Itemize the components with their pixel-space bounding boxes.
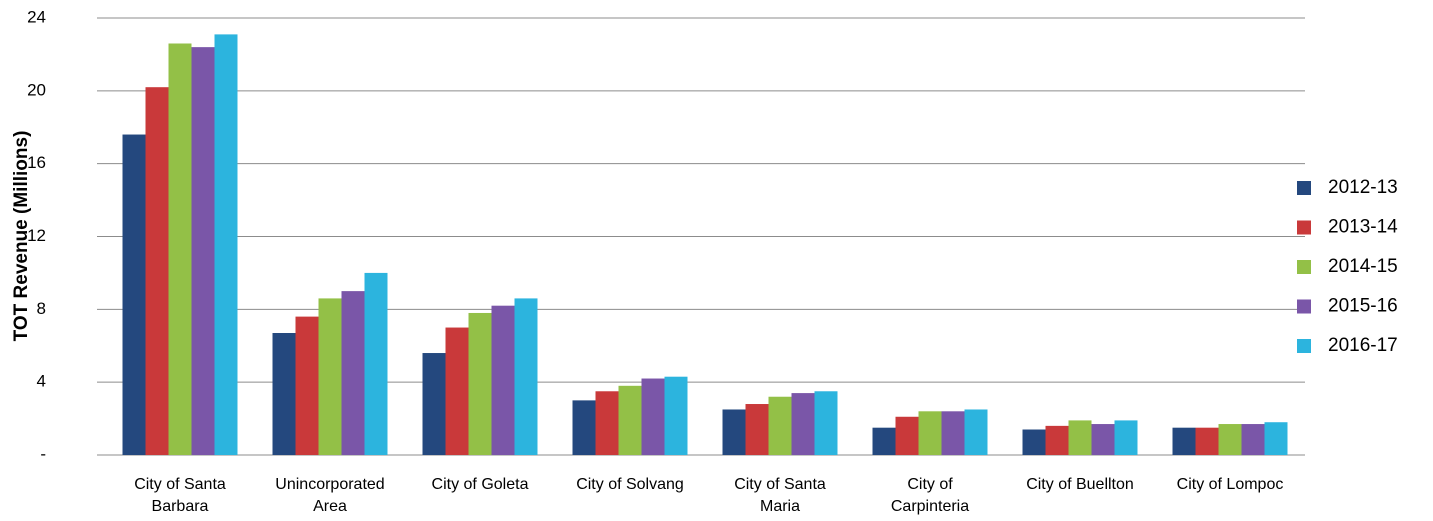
x-tick-label: City of Goleta [431, 476, 529, 493]
bar [1264, 422, 1288, 455]
x-tick-label: City of Lompoc [1176, 476, 1284, 493]
bar [214, 34, 238, 455]
legend-label: 2016-17 [1328, 335, 1398, 356]
legend-swatch [1297, 299, 1311, 314]
bar [722, 409, 746, 455]
bar [191, 47, 215, 456]
bar [122, 134, 146, 456]
bar [445, 327, 469, 455]
bar [468, 312, 492, 455]
legend-label: 2012-13 [1328, 177, 1398, 198]
y-tick-label: 16 [27, 153, 46, 172]
bar [422, 353, 446, 455]
legend-swatch [1297, 260, 1311, 274]
bar [918, 411, 942, 455]
x-tick-label: City of Carpinteria [890, 476, 970, 515]
y-tick-label: 20 [27, 80, 46, 99]
y-tick-label: 12 [27, 226, 46, 245]
legend-swatch [1297, 339, 1311, 353]
bar [364, 272, 388, 455]
bar [491, 305, 515, 455]
bar [1114, 420, 1138, 455]
y-tick-label: - [40, 444, 46, 463]
bar [1068, 420, 1092, 455]
bar [664, 376, 688, 455]
bar [514, 298, 538, 455]
bar [872, 427, 896, 455]
x-tick-label: City of Santa Barbara [134, 476, 226, 515]
x-tick-label: City of Buellton [1026, 476, 1134, 493]
bar [168, 43, 192, 455]
bar [295, 316, 319, 455]
bar [572, 400, 596, 455]
bar [145, 87, 169, 456]
x-tick-label: City of Solvang [576, 476, 684, 493]
y-tick-label: 4 [37, 372, 46, 391]
y-tick-label: 24 [27, 7, 46, 26]
x-tick-label: Unincorporated Area [275, 476, 385, 515]
bar [745, 404, 769, 455]
bar [941, 411, 965, 455]
legend-label: 2014-15 [1328, 256, 1398, 277]
bar [272, 333, 296, 455]
bar [1172, 427, 1196, 455]
bar [768, 396, 792, 455]
bar [641, 378, 665, 455]
bar [791, 393, 815, 455]
y-axis-title: TOT Revenue (Millions) [11, 131, 32, 342]
bar [814, 391, 838, 455]
bar [895, 416, 919, 455]
legend-swatch [1297, 181, 1311, 195]
legend-swatch [1297, 220, 1311, 235]
legend-label: 2015-16 [1328, 296, 1398, 317]
bar [1241, 424, 1265, 455]
bar [618, 385, 642, 455]
legend-label: 2013-14 [1328, 217, 1398, 238]
bar [964, 409, 988, 455]
x-tick-label: City of Santa Maria [734, 476, 826, 515]
bar [341, 291, 365, 455]
bar [1091, 424, 1115, 455]
bar [1195, 427, 1219, 455]
bar [1022, 429, 1046, 455]
bar [318, 298, 342, 455]
y-tick-label: 8 [37, 299, 46, 318]
bar [1218, 424, 1242, 455]
bar [1045, 425, 1069, 455]
bar [595, 391, 619, 455]
